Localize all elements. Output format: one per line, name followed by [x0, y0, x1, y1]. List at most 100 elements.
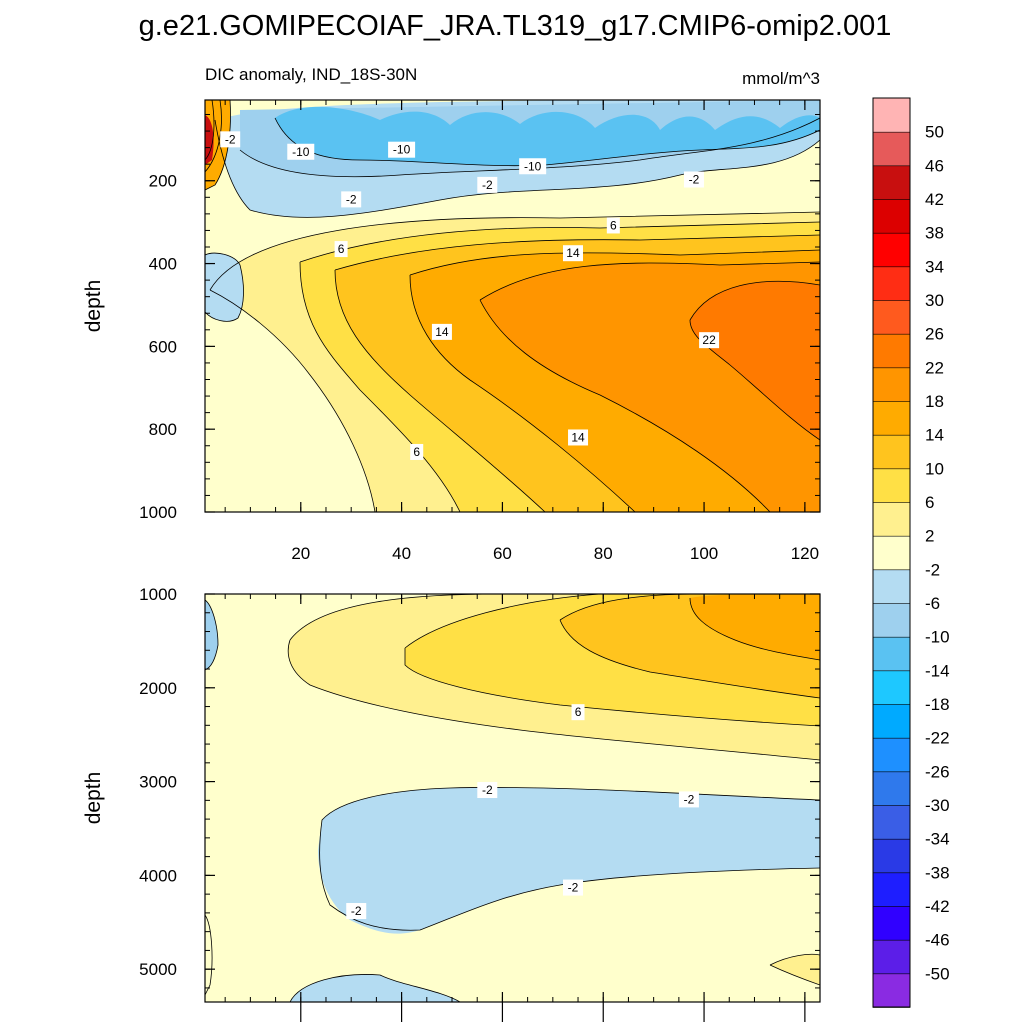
colorbar-label: 22	[925, 358, 944, 377]
lower-fill-neg-bottom	[290, 974, 460, 1002]
x-tick-label: 80	[594, 544, 613, 563]
lower-fill-neg-left	[205, 600, 218, 670]
contour-label-text: -2	[346, 192, 357, 206]
contour-label-bg	[562, 245, 583, 262]
contour-label: -2	[341, 191, 362, 208]
lower-x-ticks	[224, 594, 806, 1022]
upper-line-22	[689, 280, 820, 441]
colorbar-label: -18	[925, 695, 950, 714]
contour-label: -2	[562, 879, 583, 896]
upper-line-deep-neg	[205, 252, 244, 322]
contour-label-text: -10	[393, 143, 411, 157]
colorbar-label: 30	[925, 291, 944, 310]
contour-label-bg	[477, 782, 498, 799]
colorbar-label: -30	[925, 796, 950, 815]
contour-label-text: 6	[413, 445, 420, 459]
x-tick-label: 20	[291, 544, 310, 563]
contour-label-text: -10	[524, 159, 542, 173]
upper-line-corner-3	[205, 100, 215, 161]
upper-line-corner-2	[205, 100, 222, 173]
colorbar-label: -2	[925, 560, 940, 579]
colorbar-label: -10	[925, 628, 950, 647]
contour-label: -2	[477, 176, 498, 193]
colorbar-bin	[872, 232, 911, 268]
colorbar-bin	[872, 905, 911, 941]
colorbar-bin	[872, 670, 911, 705]
colorbar-bin	[872, 299, 911, 335]
upper-fill-hot-core	[205, 115, 214, 165]
upper-line-18	[479, 261, 820, 512]
lower-line-left-low	[205, 914, 213, 996]
colorbar-label: 50	[925, 123, 944, 142]
colorbar-bin	[872, 468, 911, 503]
colorbar-label: -42	[925, 897, 950, 916]
y-tick-label: 5000	[139, 960, 177, 979]
upper-x-ticks: 20 40 60 80 100 120	[224, 100, 819, 563]
upper-line-corner-1	[205, 100, 231, 191]
contour-label-text: -2	[568, 881, 579, 895]
colorbar-label: -14	[925, 661, 950, 680]
upper-line-2	[209, 211, 820, 291]
colorbar-label: -38	[925, 863, 950, 882]
x-tick-label: 60	[493, 544, 512, 563]
upper-fill-layer	[205, 100, 820, 512]
y-tick-label: 1000	[139, 585, 177, 604]
y-tick-label: 2000	[139, 679, 177, 698]
y-tick-label: 400	[149, 255, 177, 274]
lower-contour-lines	[205, 594, 820, 1002]
upper-plot-frame	[204, 99, 821, 513]
y-tick-label: 800	[149, 420, 177, 439]
colorbar-bin	[872, 838, 911, 874]
contour-label: 6	[606, 217, 620, 234]
colorbar-label: -34	[925, 830, 950, 849]
upper-line-10	[334, 234, 820, 512]
colorbar-bin	[872, 737, 911, 773]
colorbar-label: -46	[925, 931, 950, 950]
colorbar-bin	[872, 165, 911, 200]
colorbar-bin	[872, 636, 911, 672]
lower-line-14	[689, 597, 820, 661]
lower-fill-neg2	[318, 787, 820, 934]
contour-label-bg	[683, 171, 704, 188]
contour-label-text: -2	[689, 173, 700, 187]
contour-label: -2	[477, 782, 498, 799]
contour-label-text: 6	[575, 705, 582, 719]
figure-title: g.e21.GOMIPECOIAF_JRA.TL319_g17.CMIP6-om…	[139, 10, 892, 42]
contour-label-text: 14	[571, 430, 585, 444]
contour-label: 14	[568, 429, 589, 446]
y-tick-label: 200	[149, 172, 177, 191]
colorbar-bin	[872, 367, 911, 402]
contour-label-bg	[341, 191, 362, 208]
contour-label-text: 6	[338, 242, 345, 256]
contour-label: 6	[410, 443, 424, 460]
colorbar-bin	[872, 973, 911, 1008]
colorbar-bin	[872, 569, 911, 604]
lower-y-axis-label: depth	[82, 772, 105, 825]
contour-label: -2	[346, 903, 367, 920]
upper-y-axis-label: depth	[82, 280, 105, 333]
contour-label-bg	[220, 131, 241, 148]
contour-label-text: -2	[482, 783, 493, 797]
y-tick-label: 1000	[139, 503, 177, 522]
colorbar-bin	[872, 434, 911, 470]
contour-label-bg	[571, 704, 585, 721]
upper-line-6	[299, 221, 820, 512]
colorbar-label: 42	[925, 190, 944, 209]
upper-y-ticks: 200 400 600 800 1000	[139, 113, 820, 522]
lower-fill-layer	[205, 594, 820, 1002]
colorbar-frame	[872, 97, 911, 1008]
contour-label-bg	[477, 176, 498, 193]
colorbar-bin	[872, 333, 911, 369]
lower-line-2	[287, 639, 820, 761]
contour-label-bg	[678, 791, 699, 808]
contour-label-bg	[431, 323, 452, 340]
upper-fill-hot-corner	[205, 100, 231, 190]
colorbar-bin	[872, 535, 911, 571]
y-tick-label: 600	[149, 337, 177, 356]
x-tick-label: 100	[690, 544, 718, 563]
colorbar-label: 10	[925, 459, 944, 478]
colorbar-bin	[872, 939, 911, 975]
colorbar-label: -22	[925, 729, 950, 748]
contour-label-text: -2	[482, 178, 493, 192]
